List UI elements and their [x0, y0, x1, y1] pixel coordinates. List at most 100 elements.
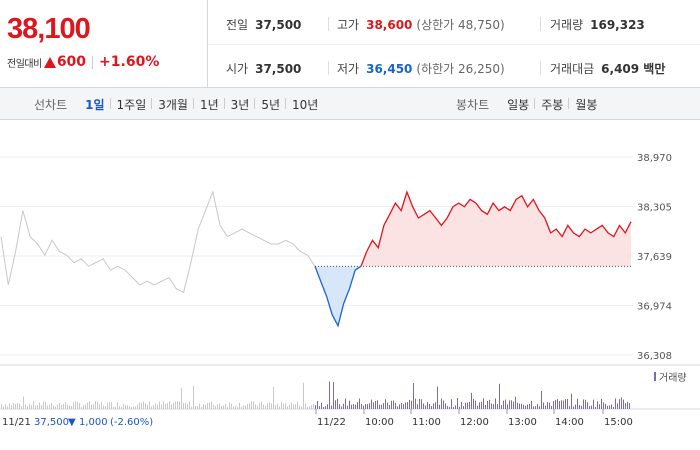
volume-bar: [329, 381, 330, 409]
candle-tab-weekly[interactable]: 주봉: [534, 96, 569, 113]
volume-bar: [327, 404, 328, 409]
stat-label: 시가: [226, 62, 249, 76]
volume-bar: [113, 406, 114, 409]
volume-bar: [521, 403, 522, 409]
volume-bar: [283, 403, 284, 409]
volume-bar: [533, 406, 534, 409]
volume-bar: [137, 404, 138, 409]
candle-tab-daily[interactable]: 일봉: [507, 97, 530, 112]
volume-bar: [555, 399, 556, 409]
down-triangle-icon: ▼: [68, 417, 76, 428]
volume-bar: [507, 404, 508, 409]
candle-tab-monthly[interactable]: 월봉: [568, 96, 603, 113]
volume-bar: [5, 404, 6, 409]
volume-bar: [167, 402, 168, 409]
volume-bar: [155, 403, 156, 409]
stat-label: 거래대금: [550, 62, 595, 76]
volume-bar: [177, 401, 178, 409]
volume-bar: [251, 401, 252, 409]
price-summary: 38,100 전일대비 600 +1.60%: [0, 0, 208, 88]
volume-bar: [285, 403, 286, 409]
divider: [540, 17, 541, 31]
volume-bar: [519, 403, 520, 409]
volume-bar: [395, 402, 396, 409]
volume-bar: [509, 400, 510, 409]
volume-bar: [401, 402, 402, 409]
volume-bar: [585, 399, 586, 409]
volume-bar: [317, 401, 318, 409]
volume-bar: [503, 400, 504, 409]
volume-bar: [457, 398, 458, 409]
prev-day-info: 11/21 37,500 ▼ 1,000 (-2.60%): [2, 417, 153, 428]
volume-bar: [587, 402, 588, 409]
volume-bar: [409, 399, 410, 409]
period-tab-1w[interactable]: 1주일: [109, 96, 153, 113]
volume-bar: [429, 403, 430, 409]
volume-bar: [159, 401, 160, 409]
volume-bar: [403, 404, 404, 409]
volume-bar: [215, 405, 216, 409]
period-tab-1y[interactable]: 1년: [192, 96, 225, 113]
volume-bar: [69, 405, 70, 409]
y-tick-label: 38,970: [637, 153, 672, 164]
volume-bar: [97, 401, 98, 409]
volume-bar: [523, 404, 524, 409]
volume-bar: [253, 401, 254, 409]
volume-bar: [145, 403, 146, 409]
volume-bar: [163, 401, 164, 409]
volume-bar: [41, 404, 42, 409]
volume-bar: [29, 403, 30, 409]
volume-bar: [369, 403, 370, 409]
period-tab-5y[interactable]: 5년: [254, 96, 286, 113]
volume-bar: [545, 405, 546, 409]
volume-bar: [333, 382, 334, 409]
volume-bar: [559, 401, 560, 409]
volume-bar: [491, 403, 492, 409]
x-tick-label: 12:00: [460, 417, 489, 428]
candle-chart-title: 봉차트: [456, 97, 490, 112]
volume-bar: [101, 402, 102, 409]
volume-bar: [497, 404, 498, 409]
volume-bar: [57, 404, 58, 409]
volume-bar: [495, 398, 496, 409]
volume-bar: [185, 402, 186, 409]
volume-bar: [121, 406, 122, 409]
volume-bar: [541, 390, 542, 409]
x-tick-label: 14:00: [555, 417, 584, 428]
volume-bar: [325, 406, 326, 409]
volume-bar: [3, 406, 4, 409]
volume-bar: [621, 397, 622, 409]
intraday-chart[interactable]: 38,970 38,305 37,639 36,974 36,308 11/22 10:0…: [0, 120, 700, 450]
divider: [92, 55, 94, 69]
volume-bar: [199, 403, 200, 409]
volume-bar: [217, 404, 218, 409]
volume-bar: [595, 406, 596, 409]
volume-bar: [233, 406, 234, 409]
period-tab-1d[interactable]: 1일: [85, 97, 105, 112]
volume-legend: 거래량: [654, 372, 687, 384]
volume-bar: [435, 402, 436, 409]
volume-bar: [17, 402, 18, 409]
volume-bar: [469, 401, 470, 409]
line-chart-title: 선차트: [34, 97, 68, 112]
volume-bar: [71, 406, 72, 409]
volume-bar: [467, 402, 468, 409]
volume-bar: [209, 402, 210, 409]
stat-volume: 거래량 169,323: [550, 16, 645, 33]
change-label: 전일대비: [7, 58, 42, 70]
period-tab-3y[interactable]: 3년: [223, 96, 256, 113]
volume-bar: [343, 403, 344, 409]
volume-bar: [255, 404, 256, 409]
period-tab-10y[interactable]: 10년: [285, 96, 324, 113]
divider: [540, 61, 541, 75]
volume-bar: [293, 404, 294, 409]
volume-bar: [389, 404, 390, 409]
volume-bar: [273, 386, 274, 409]
volume-bar: [599, 404, 600, 409]
stat-label: 전일: [226, 18, 249, 32]
volume-bar: [443, 400, 444, 409]
prev-close-label: 37,500: [34, 417, 69, 428]
volume-bar: [623, 399, 624, 409]
volume-bar: [493, 404, 494, 409]
period-tab-3m[interactable]: 3개월: [151, 96, 194, 113]
